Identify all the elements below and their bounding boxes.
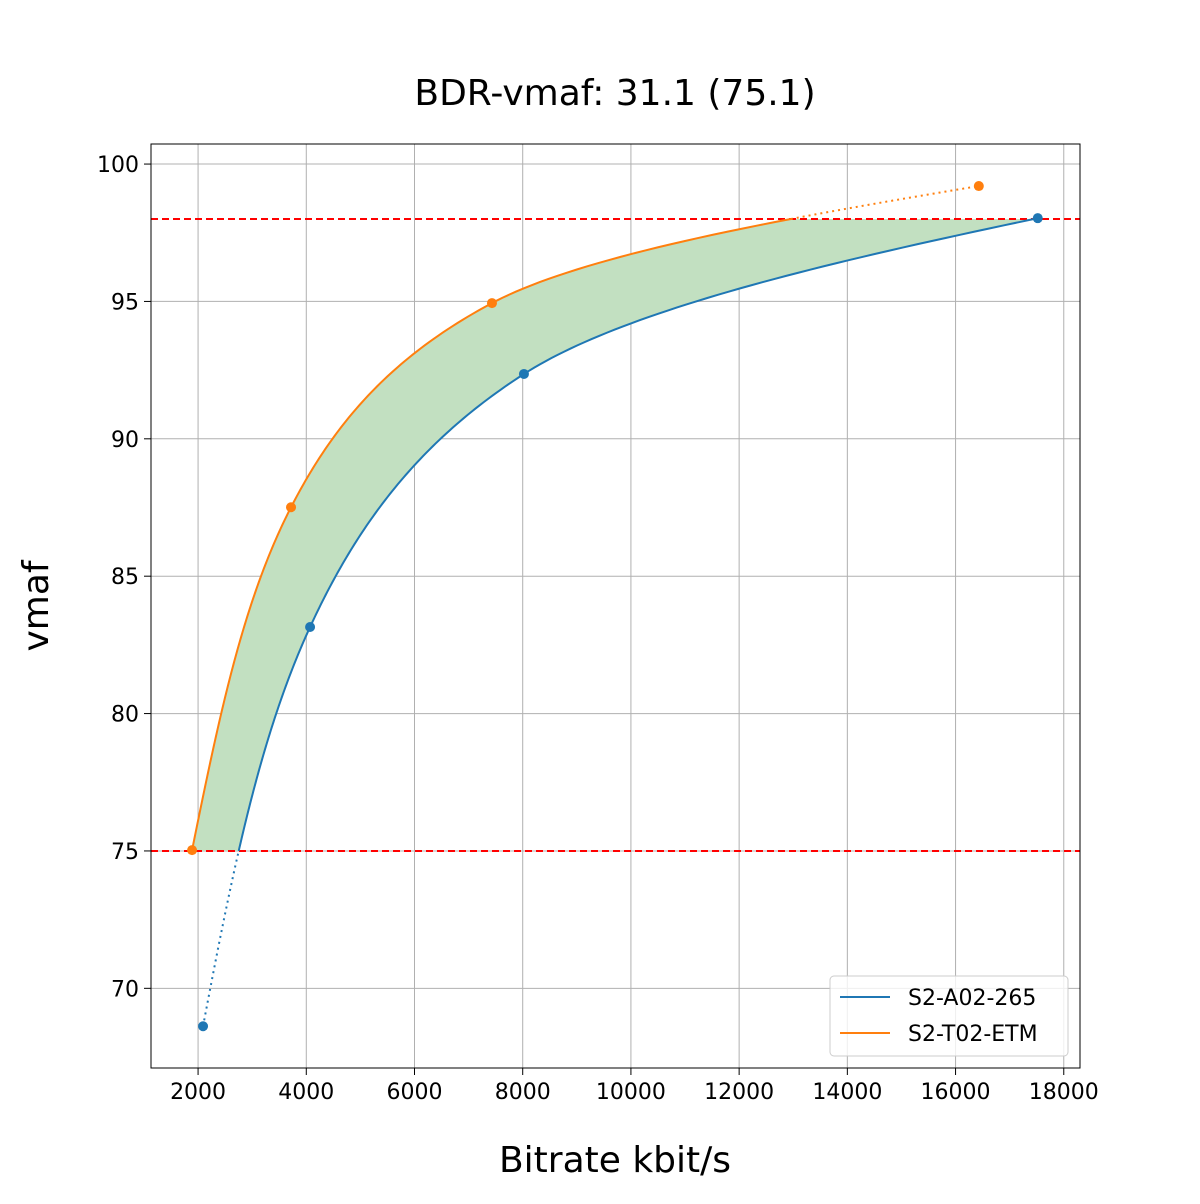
y-axis-label: vmaf	[16, 559, 57, 651]
y-tick-label: 75	[111, 840, 139, 865]
data-point	[1032, 213, 1043, 224]
plot-frame	[150, 143, 1081, 1069]
series-line	[191, 218, 792, 851]
chart-title: BDR-vmaf: 31.1 (75.1)	[414, 73, 815, 114]
x-tick-label: 2000	[170, 1080, 226, 1105]
series-extrapolated-line	[202, 850, 240, 1027]
y-tick-label: 90	[111, 428, 139, 453]
x-tick-label: 14000	[812, 1080, 882, 1105]
data-point	[286, 502, 297, 513]
legend-label: S2-A02-265	[908, 986, 1036, 1011]
data-point	[486, 298, 497, 309]
x-tick-label: 12000	[704, 1080, 774, 1105]
x-tick-label: 8000	[495, 1080, 551, 1105]
data-point	[973, 181, 984, 192]
data-point	[198, 1021, 209, 1032]
series-extrapolated-line	[790, 185, 979, 220]
x-tick-label: 16000	[921, 1080, 991, 1105]
y-tick-label: 95	[111, 290, 139, 315]
y-tick-label: 70	[111, 977, 139, 1002]
y-tick-label: 85	[111, 565, 139, 590]
series-line	[237, 218, 1035, 852]
data-point	[305, 622, 316, 633]
data-point	[518, 368, 529, 379]
x-tick-label: 6000	[386, 1080, 442, 1105]
x-tick-label: 10000	[596, 1080, 666, 1105]
legend-label: S2-T02-ETM	[908, 1022, 1038, 1047]
y-tick-label: 100	[97, 153, 139, 178]
y-tick-label: 80	[111, 703, 139, 728]
x-axis-label: Bitrate kbit/s	[499, 1140, 731, 1181]
bd-rate-area	[191, 219, 1034, 851]
x-tick-label: 4000	[278, 1080, 334, 1105]
data-point	[187, 845, 198, 856]
x-tick-label: 18000	[1029, 1080, 1099, 1105]
